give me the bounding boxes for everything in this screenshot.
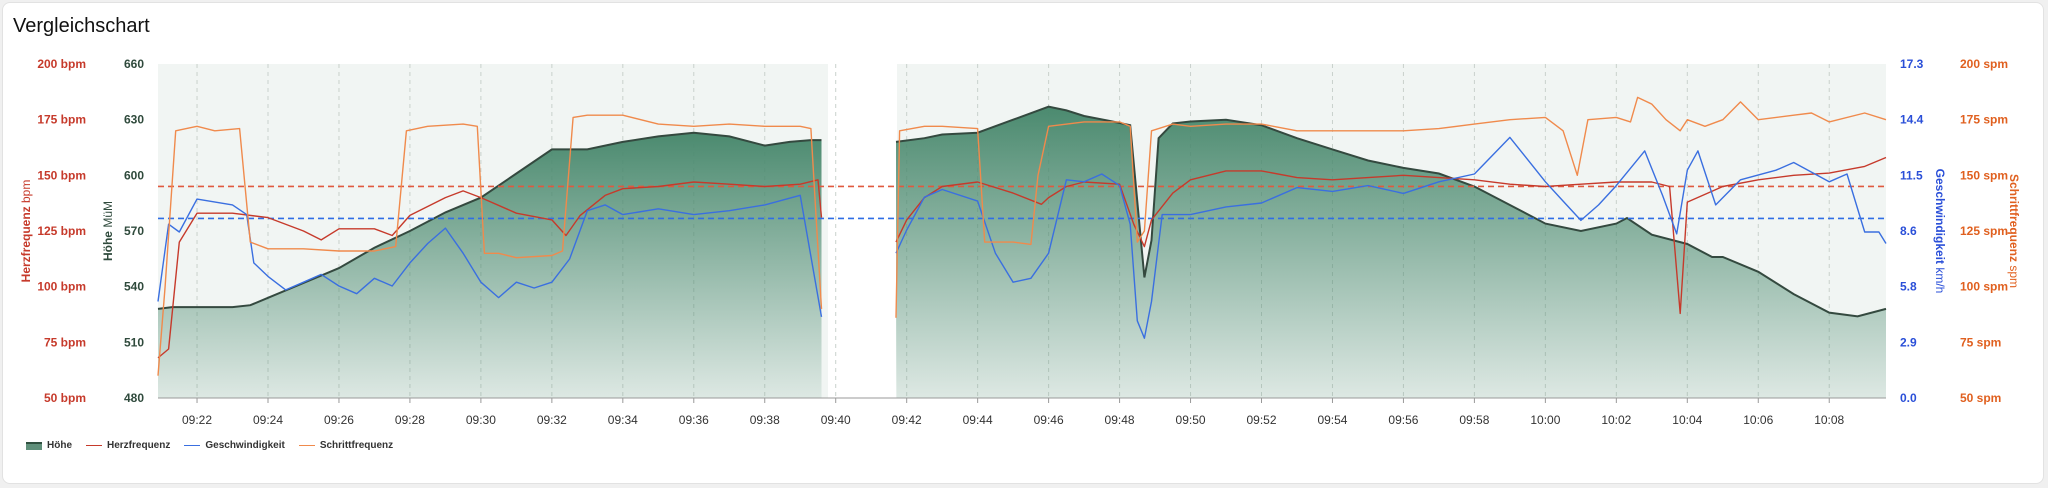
y-tick-hoehe: 660 (124, 57, 144, 71)
legend-label-schrittfrequenz: Schrittfrequenz (319, 440, 394, 451)
y-tick-schrittfrequenz: 75 spm (1960, 335, 2001, 349)
y-tick-schrittfrequenz: 150 spm (1960, 168, 2008, 182)
x-tick-label: 09:40 (821, 413, 851, 427)
x-tick-label: 10:06 (1743, 413, 1773, 427)
y-tick-hoehe: 600 (124, 168, 144, 182)
hoehe-line-2 (895, 105, 1887, 318)
y-tick-geschwindigkeit: 11.5 (1900, 168, 1923, 182)
y-tick-herzfrequenz: 175 bpm (37, 113, 86, 127)
x-tick-label: 10:08 (1814, 413, 1844, 427)
y-tick-hoehe: 570 (124, 224, 144, 238)
x-tick-label: 09:58 (1459, 413, 1489, 427)
x-tick-label: 09:50 (1176, 413, 1206, 427)
y-tick-geschwindigkeit: 2.9 (1900, 335, 1917, 349)
chart-title: Vergleichschart (13, 15, 150, 37)
y-tick-herzfrequenz: 150 bpm (37, 168, 86, 182)
legend-label-geschwindigkeit: Geschwindigkeit (205, 440, 285, 451)
axes: 09:22 09:24 09:26 09:28 09:30 09:32 09:34 09:36… (19, 57, 2021, 427)
x-tick-label: 09:54 (1317, 413, 1347, 427)
legend-swatch-herzfrequenz (86, 445, 102, 446)
x-tick-label: 09:22 (182, 413, 212, 427)
x-tick-label: 09:38 (750, 413, 780, 427)
y-tick-geschwindigkeit: 14.4 (1900, 113, 1924, 127)
axis-title-geschwindigkeit: Geschwindigkeit km/h (1933, 169, 1947, 294)
x-tick-label: 10:02 (1601, 413, 1631, 427)
geschwindigkeit-line-2 (895, 136, 1887, 339)
x-tick-label: 09:56 (1388, 413, 1418, 427)
x-tick-label: 09:44 (963, 413, 993, 427)
x-tick-label: 09:24 (253, 413, 283, 427)
y-tick-herzfrequenz: 100 bpm (37, 280, 86, 294)
y-tick-schrittfrequenz: 100 spm (1960, 280, 2008, 294)
series-lines (157, 96, 1887, 376)
y-tick-herzfrequenz: 75 bpm (44, 335, 86, 349)
legend-item-geschwindigkeit[interactable]: Geschwindigkeit (184, 440, 285, 451)
legend-label-herzfrequenz: Herzfrequenz (107, 440, 171, 451)
legend-swatch-hoehe (26, 441, 42, 450)
x-tick-label: 09:32 (537, 413, 567, 427)
legend-swatch-schrittfrequenz (298, 445, 315, 446)
schrittfrequenz-line-1 (157, 114, 823, 376)
axis-title-schrittfrequenz: Schrittfrequenz spm (2007, 174, 2021, 288)
x-tick-label: 10:04 (1672, 413, 1702, 427)
y-tick-schrittfrequenz: 200 spm (1960, 57, 2008, 71)
legend-swatch-geschwindigkeit (184, 445, 201, 446)
y-tick-schrittfrequenz: 50 spm (1960, 391, 2001, 405)
y-tick-herzfrequenz: 200 bpm (37, 57, 86, 71)
y-tick-geschwindigkeit: 17.3 (1900, 57, 1924, 71)
x-tick-label: 09:28 (395, 413, 425, 427)
x-tick-label: 09:26 (324, 413, 354, 427)
legend-label-hoehe: Höhe (47, 440, 72, 451)
y-tick-hoehe: 540 (124, 280, 144, 294)
herzfrequenz-line-1 (157, 179, 823, 359)
y-tick-hoehe: 510 (124, 335, 144, 349)
y-tick-hoehe: 480 (124, 391, 144, 405)
hoehe-area-2 (896, 106, 1886, 398)
x-tick-label: 09:46 (1034, 413, 1064, 427)
legend: Höhe Herzfrequenz Geschwindigkeit Schrit… (26, 440, 393, 451)
y-tick-herzfrequenz: 125 bpm (37, 224, 86, 238)
axis-title-hoehe: Höhe MüM (101, 201, 115, 261)
x-tick-label: 09:34 (608, 413, 638, 427)
herzfrequenz-line-2 (895, 156, 1887, 315)
y-tick-schrittfrequenz: 125 spm (1960, 224, 2008, 238)
y-tick-geschwindigkeit: 5.8 (1900, 280, 1917, 294)
legend-item-hoehe[interactable]: Höhe (26, 440, 72, 451)
axis-title-herzfrequenz: Herzfrequenz bpm (19, 180, 33, 283)
y-tick-hoehe: 630 (124, 113, 144, 127)
y-tick-geschwindigkeit: 8.6 (1900, 224, 1917, 238)
y-tick-schrittfrequenz: 175 spm (1960, 113, 2008, 127)
legend-item-herzfrequenz[interactable]: Herzfrequenz (86, 440, 170, 451)
x-tick-label: 09:42 (892, 413, 922, 427)
x-tick-label: 10:00 (1530, 413, 1560, 427)
reference-lines (158, 185, 1886, 220)
x-tick-label: 09:52 (1246, 413, 1276, 427)
x-tick-label: 09:36 (679, 413, 709, 427)
x-tick-label: 09:48 (1105, 413, 1135, 427)
y-tick-geschwindigkeit: 0.0 (1900, 391, 1917, 405)
legend-item-schrittfrequenz[interactable]: Schrittfrequenz (298, 440, 394, 451)
hoehe-area-1 (158, 132, 822, 398)
y-tick-herzfrequenz: 50 bpm (44, 391, 86, 405)
x-tick-label: 09:30 (466, 413, 496, 427)
schrittfrequenz-line-2 (895, 96, 1887, 318)
